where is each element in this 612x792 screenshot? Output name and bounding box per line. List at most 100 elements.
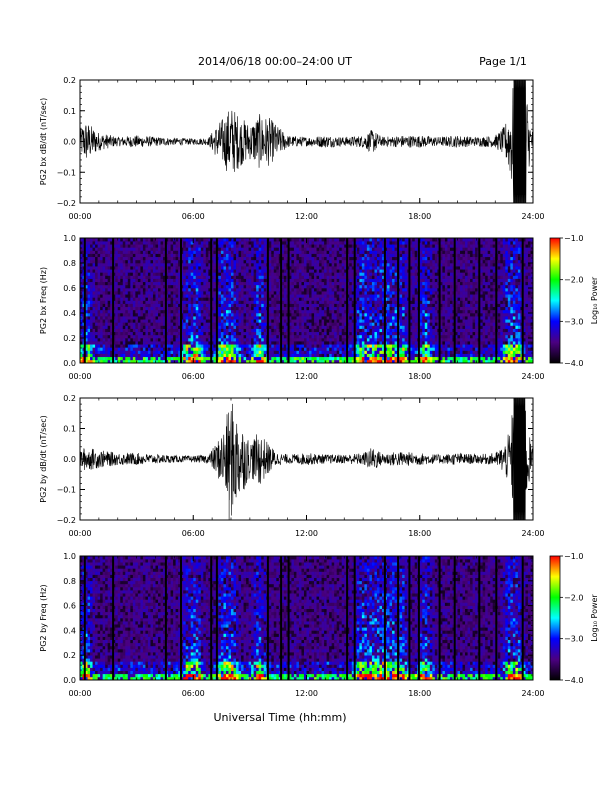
spectrogram-cell [180,325,184,329]
spectrogram-cell [273,247,277,251]
spectrogram-cell [102,331,106,336]
spectrogram-cell [271,341,275,345]
spectrogram-cell [248,294,252,298]
spectrogram-cell [205,259,209,264]
spectrogram-cell [238,294,242,298]
spectrogram-cell [97,303,101,308]
spectrogram-cell [193,288,197,292]
spectrogram-cell [158,272,161,276]
spectrogram-cell [218,356,222,361]
spectrogram-cell [145,253,149,258]
spectrogram-cell [178,253,181,258]
spectrogram-cell [311,353,315,358]
spectrogram-cell [324,284,327,289]
spectrogram-cell [125,269,129,273]
spectrogram-cell [349,263,353,267]
spectrogram-cell [100,275,103,279]
spectrogram-cell [329,297,332,301]
spectrogram-cell [258,344,262,348]
spectrogram-cell [175,356,179,361]
spectrogram-cell [168,322,171,326]
spectrogram-cell [223,322,227,326]
spectrogram-cell [273,288,277,292]
spectrogram-cell [309,263,312,267]
spectrogram-cell [107,350,111,354]
spectrogram-cell [316,291,320,295]
spectrogram-cell [311,291,315,295]
spectrogram-cell [150,341,154,345]
spectrogram-cell [374,263,378,267]
spectrogram-cell [233,263,237,267]
spectrogram-cell [132,350,136,354]
spectrogram-cell [198,334,202,339]
spectrogram-cell [210,356,214,361]
spectrogram-cell [354,238,358,242]
spectrogram-cell [334,263,337,267]
spectrogram-cell [90,297,93,301]
spectrogram-cell [145,328,149,333]
spectrogram-cell [115,322,119,326]
spectrogram-cell [321,272,325,276]
spectrogram-cell [95,306,98,311]
spectrogram-cell [225,291,229,295]
spectrogram-cell [236,256,239,261]
spectrogram-cell [303,331,307,336]
spectrogram-cell [336,238,340,242]
spectrogram-cell [298,259,302,264]
date-range-title: 2014/06/18 00:00–24:00 UT [198,55,352,68]
spectrogram-cell [115,278,119,283]
spectrogram-cell [125,288,129,292]
spectrogram-cell [271,294,275,298]
spectrogram-cell [120,241,124,245]
spectrogram-cell [135,356,139,361]
spectrogram-cell [238,247,242,251]
spectrogram-cell [160,238,164,242]
spectrogram-cell [231,266,234,270]
spectrogram-cell [369,250,373,254]
spectrogram-cell [238,238,242,242]
spectrogram-cell [142,344,146,348]
spectrogram-cell [321,359,325,364]
spectrogram-cell [112,253,116,258]
spectrogram-cell [288,331,292,336]
spectrogram-cell [324,344,327,348]
spectrogram-cell [346,353,350,358]
spectrogram-cell [339,334,343,339]
spectrogram-cell [90,347,93,351]
spectrogram-cell [185,244,189,248]
spectrogram-cell [110,306,114,311]
spectrogram-cell [334,322,337,326]
spectrogram-cell [135,269,139,273]
spectrogram-cell [100,256,103,261]
spectrogram-cell [203,300,207,304]
spectrogram-cell [85,247,88,251]
spectrogram-cell [170,319,174,323]
spectrogram-cell [213,241,217,245]
spectrogram-cell [152,359,156,364]
spectrogram-cell [246,313,249,317]
spectrogram-cell [135,288,139,292]
spectrogram-cell [140,331,144,336]
spectrogram-cell [344,244,348,248]
spectrogram-cell [288,238,292,242]
spectrogram-cell [268,284,272,289]
spectrogram-cell [293,241,297,245]
spectrogram-cell [220,325,224,329]
spectrogram-cell [208,294,212,298]
spectrogram-cell [140,316,144,320]
spectrogram-cell [85,359,88,364]
spectrogram-cell [374,275,378,279]
spectrogram-cell [321,247,325,251]
spectrogram-cell [95,281,98,286]
spectrogram-cell [85,300,88,304]
spectrogram-cell [107,331,111,336]
spectrogram-cell [311,256,315,261]
spectrogram-cell [80,309,83,314]
spectrogram-cell [341,294,345,298]
spectrogram-cell [188,238,192,242]
spectrogram-cell [349,297,353,301]
spectrogram-cell [80,284,83,289]
spectrogram-cell [316,344,320,348]
spectrogram-cell [296,341,300,345]
spectrogram-cell [276,250,280,254]
